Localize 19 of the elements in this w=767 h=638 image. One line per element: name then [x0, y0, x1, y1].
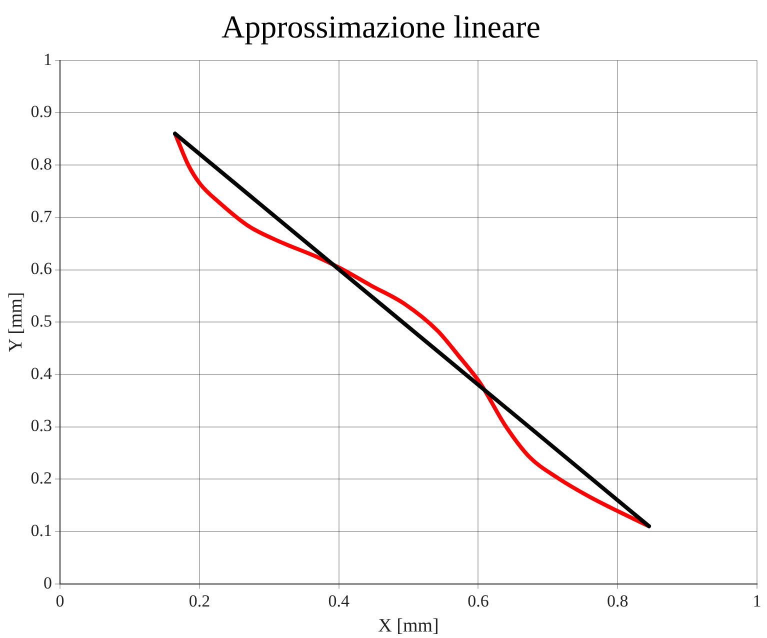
y-tick-label: 0	[44, 573, 52, 592]
x-tick-label: 0.2	[188, 591, 210, 610]
y-tick-label: 0.8	[30, 154, 52, 174]
x-tick-label: 0.8	[606, 591, 628, 610]
y-tick-label: 0.5	[30, 312, 52, 331]
y-tick-label: 0.6	[30, 259, 52, 278]
y-tick-label: 0.3	[30, 416, 52, 436]
y-tick-label: 0.4	[30, 364, 53, 383]
x-tick-label: 1	[752, 591, 762, 610]
x-axis-title: X [mm]	[378, 616, 439, 637]
y-tick-label: 0.2	[30, 468, 52, 488]
y-tick-label: 0.1	[30, 520, 52, 540]
y-tick-label: 0.9	[30, 102, 52, 122]
y-axis-title: Y [mm]	[5, 292, 26, 352]
y-tick-label: 0.7	[30, 206, 53, 226]
y-tick-label: 1	[44, 50, 52, 69]
x-tick-label: 0.4	[328, 591, 350, 610]
chart-title: Approssimazione lineare	[222, 8, 540, 45]
x-tick-label: 0.6	[468, 591, 489, 610]
